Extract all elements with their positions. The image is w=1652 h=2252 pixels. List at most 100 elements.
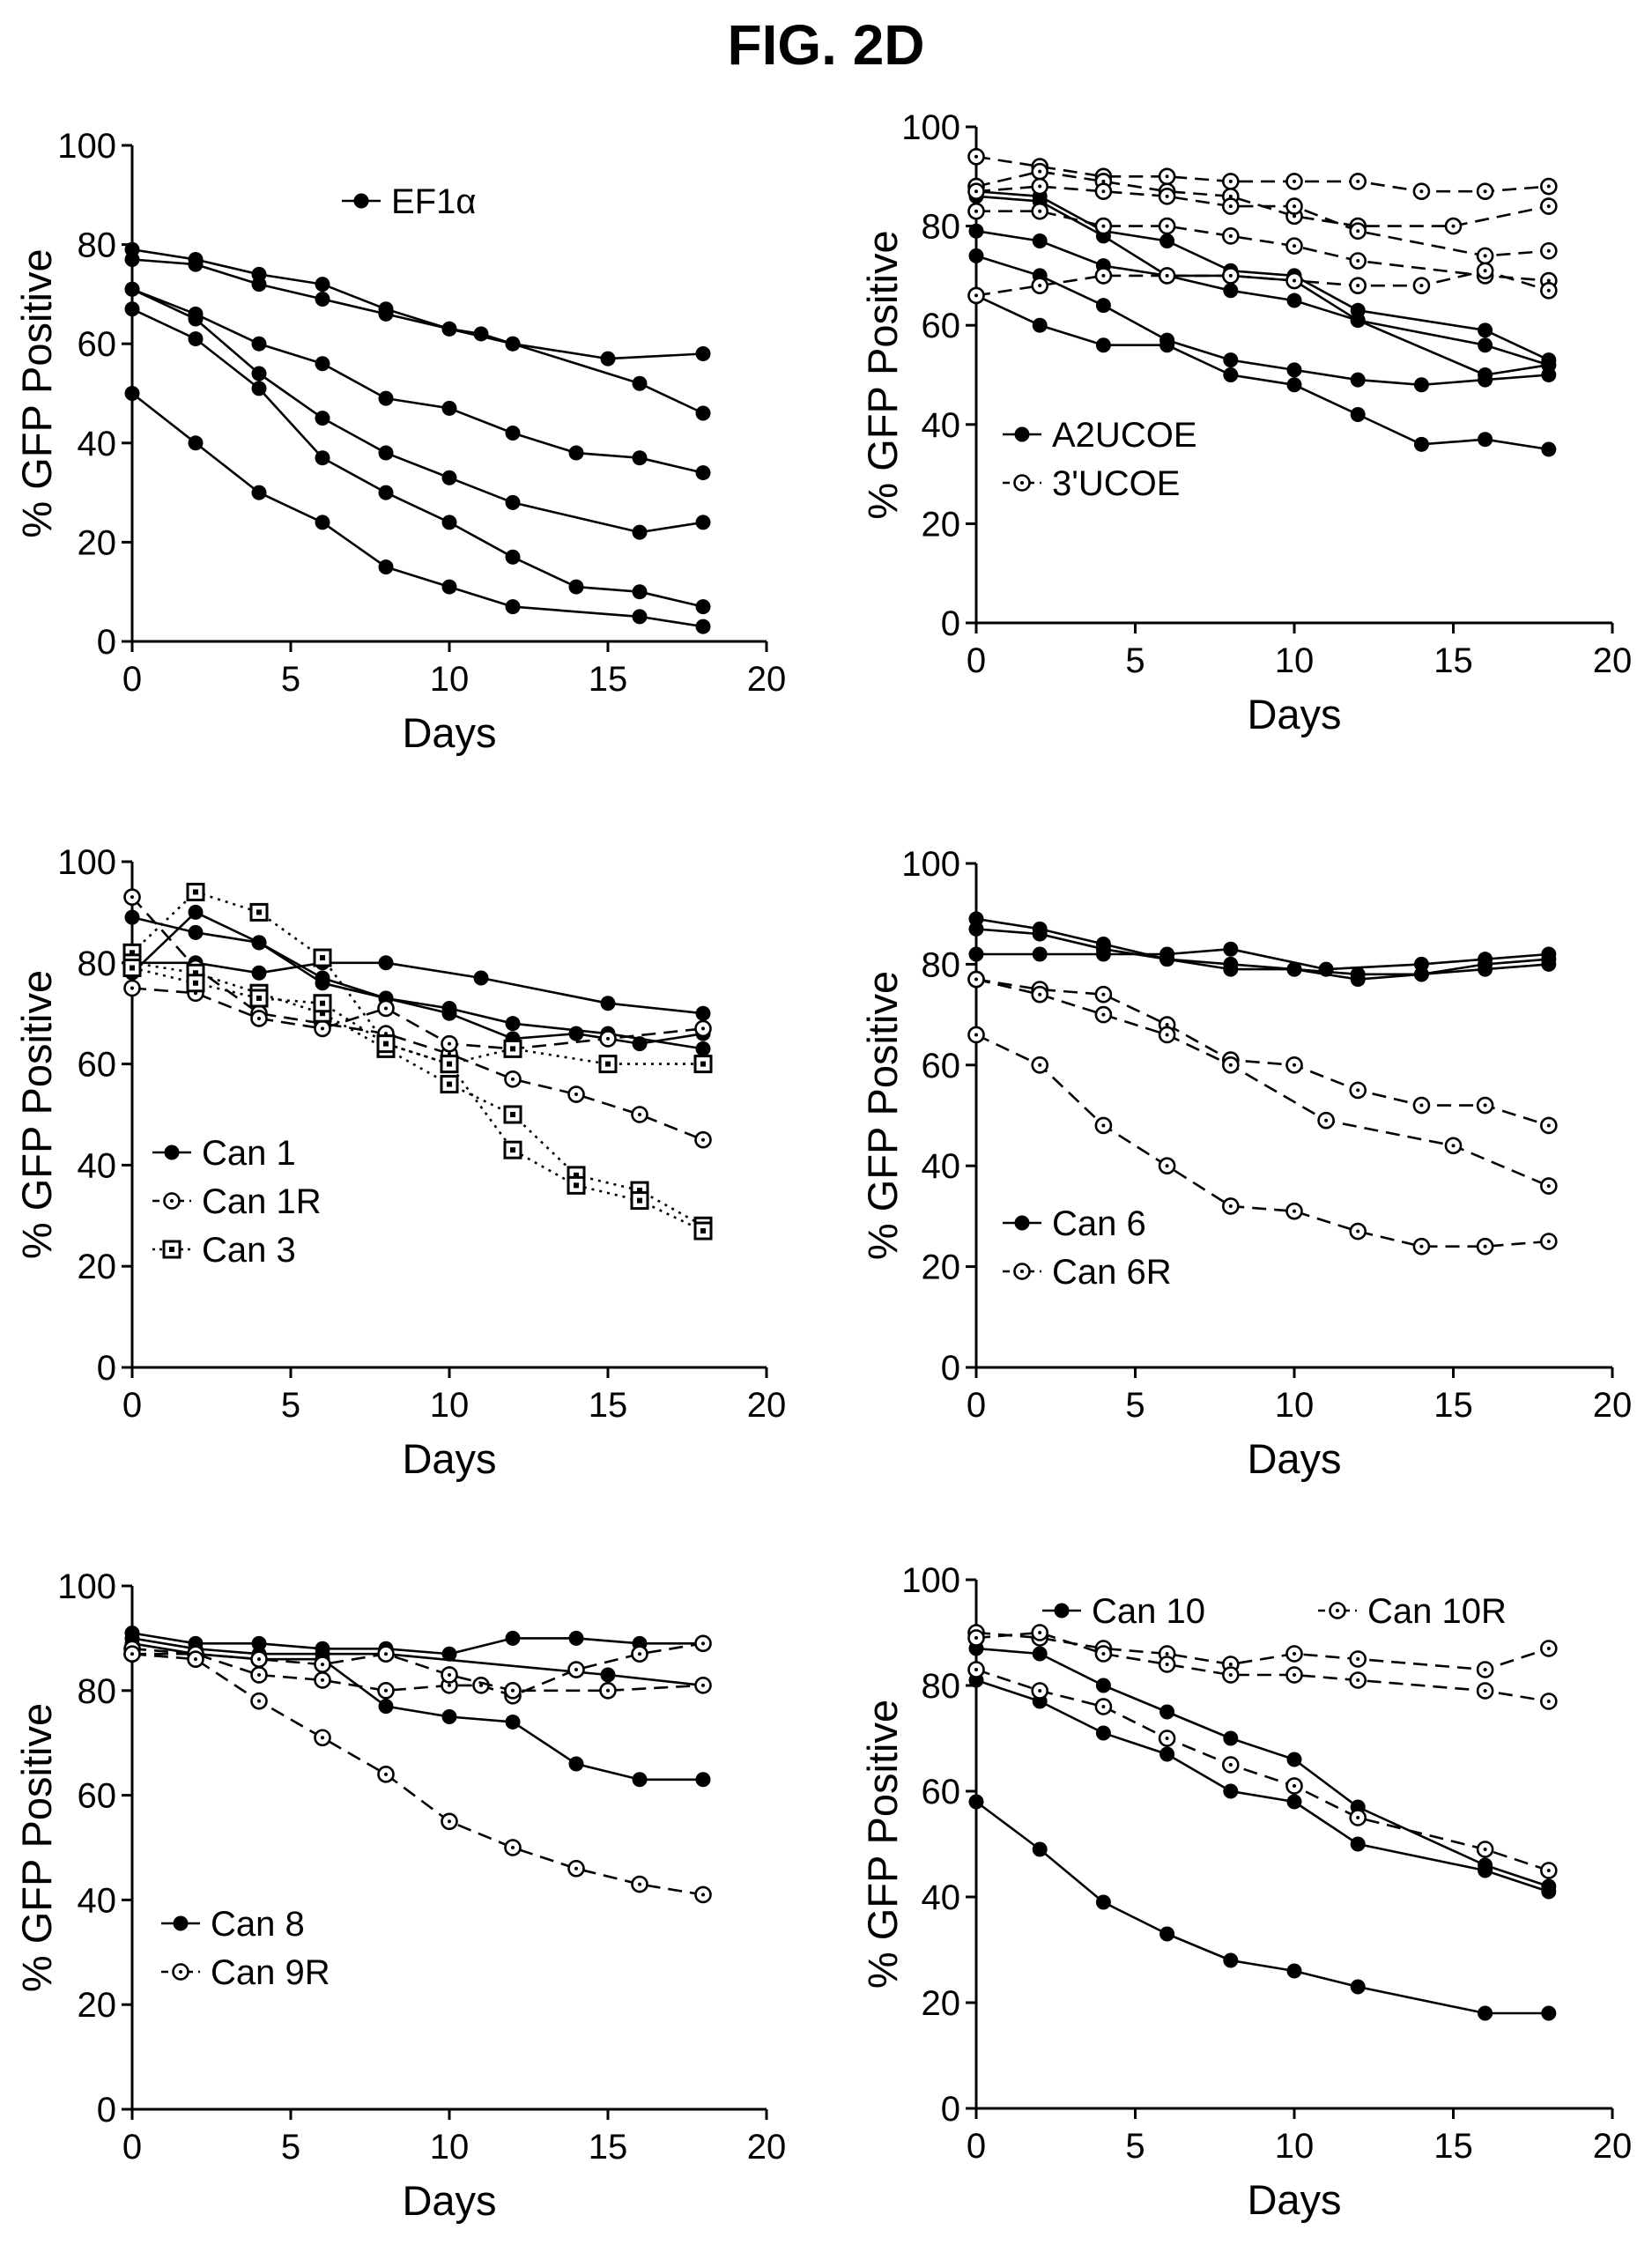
x-tick-label-20: 20: [747, 2128, 787, 2167]
data-point: [441, 470, 457, 485]
data-point: [505, 336, 521, 352]
legend-marker-can-8: [173, 1915, 189, 1931]
series-line: [975, 978, 1550, 1188]
data-point-center: [1293, 278, 1296, 283]
data-point: [1095, 1894, 1111, 1910]
data-point: [1286, 1963, 1302, 1979]
series-a2ucoe-2: [968, 189, 1557, 373]
series-a2ucoe-5: [968, 287, 1557, 457]
data-point: [1032, 317, 1048, 333]
data-point-center: [1293, 1209, 1296, 1213]
data-point-center: [1038, 1063, 1042, 1067]
data-point-center: [574, 1093, 578, 1097]
data-point: [1095, 946, 1111, 962]
data-point-center: [1165, 1033, 1169, 1037]
data-point: [1286, 961, 1302, 977]
data-point-center: [1356, 259, 1360, 263]
data-point: [1286, 377, 1302, 393]
data-point: [1223, 1730, 1239, 1746]
data-point-center: [1101, 1705, 1106, 1708]
data-point-center: [1228, 194, 1233, 198]
data-point-center: [1483, 1668, 1487, 1671]
data-point: [1350, 1836, 1366, 1852]
data-point-center: [974, 977, 978, 982]
data-point-center: [701, 1683, 705, 1687]
data-point-center: [606, 1036, 610, 1041]
data-point-center: [1165, 273, 1169, 278]
data-point: [695, 1005, 711, 1021]
data-point-center: [320, 955, 325, 961]
data-point: [1095, 298, 1111, 314]
series-line: [132, 961, 704, 1015]
data-point: [1223, 352, 1239, 368]
series-line: [131, 987, 704, 1050]
data-point-center: [1165, 224, 1169, 228]
data-point: [1350, 407, 1366, 423]
y-tick-label-40: 40: [78, 425, 117, 463]
y-tick-label-100: 100: [901, 1561, 960, 1600]
data-point-center: [130, 895, 134, 900]
y-tick-label-20: 20: [922, 1248, 961, 1287]
data-point: [1413, 956, 1429, 972]
data-point-center: [1356, 1657, 1360, 1661]
y-tick-label-40: 40: [78, 1146, 117, 1185]
series-3-ucoe-8: [967, 177, 1558, 265]
series-line: [975, 294, 1550, 451]
data-point-center: [1419, 189, 1424, 194]
data-point-center: [700, 1228, 706, 1234]
data-point: [695, 1772, 711, 1788]
data-point: [251, 381, 267, 396]
data-point: [968, 1794, 984, 1810]
data-point-center: [1038, 209, 1042, 213]
y-tick-label-0: 0: [97, 1349, 116, 1388]
series-line: [975, 1631, 1550, 1703]
series-can-1-1: [124, 955, 711, 1021]
data-point-center: [1483, 1103, 1487, 1107]
data-point: [1478, 1863, 1493, 1878]
data-point-center: [384, 1652, 388, 1656]
data-point-center: [1293, 179, 1296, 183]
legend-marker-3-ucoe-center: [1020, 481, 1024, 485]
data-point: [1223, 1783, 1239, 1799]
legend-marker-can-1: [164, 1145, 180, 1160]
data-point: [124, 909, 140, 925]
data-point-center: [384, 1688, 388, 1693]
data-point: [1350, 972, 1366, 988]
series-3-ucoe-9: [967, 202, 1558, 290]
chart-can10: 0 20 40 60 80 100 0 5 10 15 20 Days % GFP Positive Ca…: [859, 1561, 1632, 2223]
data-point: [1541, 1884, 1557, 1900]
data-point-center: [1546, 1240, 1551, 1243]
data-point: [1478, 432, 1493, 448]
data-point-center: [511, 1077, 515, 1081]
data-point-center: [638, 1652, 641, 1656]
data-point-center: [637, 1197, 642, 1204]
data-point-center: [974, 154, 978, 159]
data-point-center: [1165, 1737, 1169, 1740]
legend: Can 1 Can 1R Can 3: [152, 1134, 322, 1270]
legend: Can 8 Can 9R: [161, 1905, 330, 1992]
data-point: [1159, 233, 1175, 248]
data-point-center: [510, 1147, 515, 1153]
data-point-center: [974, 293, 978, 298]
x-tick-label-20: 20: [747, 660, 787, 699]
x-tick-label-10: 10: [1275, 2127, 1315, 2166]
y-tick-label-0: 0: [941, 1349, 960, 1388]
series-can-10r-6: [967, 1661, 1558, 1879]
data-point-center: [1483, 254, 1487, 258]
data-point-center: [574, 1182, 579, 1189]
data-point-center: [1101, 992, 1106, 996]
data-point-center: [1228, 1673, 1233, 1677]
data-point: [124, 301, 140, 317]
data-point-center: [574, 1172, 579, 1178]
series-line: [975, 155, 1549, 193]
series-line: [975, 928, 1549, 981]
data-point-center: [1293, 1652, 1296, 1656]
data-point: [378, 445, 394, 461]
data-point: [1159, 1926, 1175, 1942]
series-can-10-1: [968, 1641, 1557, 1894]
data-point: [473, 970, 489, 986]
data-point-center: [1546, 1184, 1551, 1189]
series-can-9r-6: [123, 1645, 712, 1904]
data-point-center: [479, 1683, 483, 1687]
series-line: [975, 185, 1549, 257]
